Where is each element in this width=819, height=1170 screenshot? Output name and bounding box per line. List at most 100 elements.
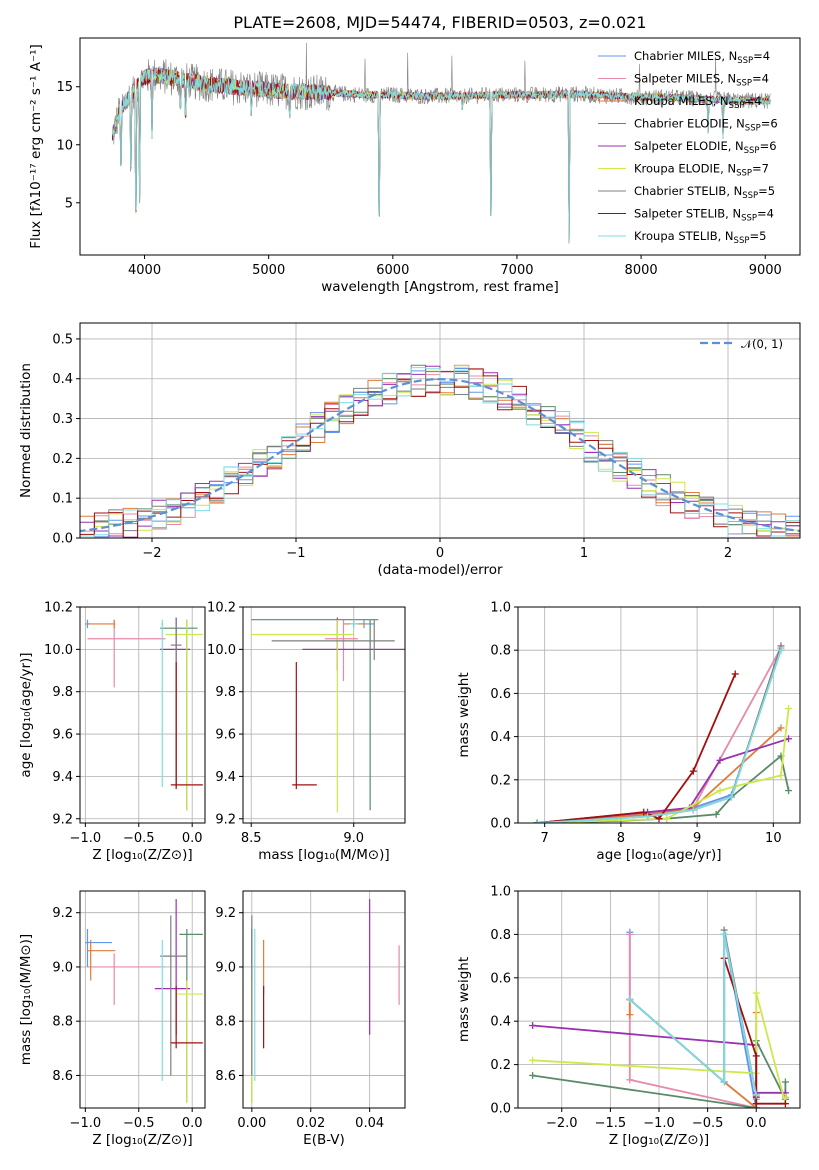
y-axis-label: age [log₁₀(age/yr)] [18,652,34,777]
x-tick-label: 8000 [625,263,658,278]
panel-age-vs-Z: −1.0 −0.5 0.0 9.2 9.4 9.6 9.8 10.0 10.2 Z [log₁₀(… [18,601,206,863]
legend-label: Kroupa ELODIE, NSSP=7 [634,162,769,179]
x-axis-label: E(B-V) [303,1132,345,1148]
errorbar-point [271,619,395,660]
errorbar-point [325,619,358,682]
weight-line [537,673,737,823]
errorbar-point [87,619,166,688]
x-tick-label: 0.02 [296,1116,325,1131]
errorbar-point [251,619,379,811]
x-tick-label: 5000 [252,263,285,278]
x-tick-label: 9.0 [343,831,364,846]
legend-label: 𝒩(0, 1) [741,337,783,351]
y-tick-label: 9.8 [215,685,236,700]
axes-frame [79,37,801,256]
y-tick-label: 0.0 [52,532,73,547]
legend-label: Chabrier MILES, NSSP=4 [634,49,770,66]
plot-area-massweight-vs-Z [529,926,789,1108]
errorbar-point [161,619,164,787]
weight-series-8 [533,646,785,823]
errorbar-point [176,980,203,1103]
y-tick-label: 10.2 [207,601,236,616]
y-tick-label: 9.0 [52,960,73,975]
axes-frame [517,606,801,824]
y-tick-label: 10.2 [44,601,73,616]
y-tick-label: 0.0 [490,817,511,832]
legend-label: Salpeter ELODIE, NSSP=6 [634,139,777,156]
legend-item: Chabrier STELIB, NSSP=5 [598,184,775,201]
x-tick-label: 0.0 [746,1116,767,1131]
panel-massweight-vs-age: 7 8 9 10 0.0 0.2 0.4 0.6 0.8 1.0 age [log₁₀(age/yr… [456,601,801,863]
y-tick-label: 0.8 [490,644,511,659]
plot-area-residuals [80,364,800,538]
x-tick-label: −2 [142,546,161,561]
x-tick-label: 10 [765,831,782,846]
panel-spectrum: 4000 5000 6000 7000 8000 9000 5 10 15 wavelength … [28,37,801,295]
panel-massweight-vs-Z: −2.0 −1.5 −1.0 −0.5 0.0 0.0 0.2 0.4 0.6 0.8 1.0 Z [… [456,885,801,1148]
y-tick-label: 8.8 [52,1015,73,1030]
y-tick-label: 0.4 [52,372,73,387]
y-tick-label: 9.6 [52,728,73,743]
x-tick-label: 1 [580,546,588,561]
x-tick-label: 9 [693,831,701,846]
y-tick-label: 0.4 [490,730,511,745]
y-axis-label: mass weight [456,957,472,1042]
legend-label: Kroupa MILES, NSSP=4 [634,94,761,111]
y-tick-label: 0.4 [490,1015,511,1030]
x-tick-label: 7 [541,831,549,846]
x-tick-label: 8.5 [241,831,262,846]
panel-mass-vs-ebv: 0.00 0.02 0.04 8.6 8.8 9.0 9.2 E(B-V) [215,890,406,1148]
x-tick-label: 7000 [500,263,533,278]
y-tick-label: 0.6 [490,971,511,986]
gaussian-curve [80,378,800,533]
legend-label: Salpeter MILES, NSSP=4 [634,72,769,89]
y-axis-label: mass [log₁₀(M/M⊙)] [18,934,34,1065]
axes-frame [79,890,206,1109]
y-tick-label: 9.4 [52,770,73,785]
y-tick-label: 0.8 [490,928,511,943]
weight-series-7 [533,670,739,823]
plot-area-spectrum [111,42,771,244]
errorbar-point [170,662,203,790]
y-tick-label: 9.2 [215,906,236,921]
x-tick-label: −1.0 [70,1116,102,1131]
x-axis-label: Z [log₁₀(Z/Z⊙)] [92,847,192,863]
x-axis-label: Z [log₁₀(Z/Z⊙)] [92,1132,192,1148]
x-tick-label: −1.0 [70,831,102,846]
weight-line [537,727,782,823]
x-axis-label: age [log₁₀(age/yr)] [596,847,721,863]
x-axis-label: Z [log₁₀(Z/Z⊙)] [609,1132,709,1148]
x-axis-label: mass [log₁₀(M/M⊙)] [258,847,389,863]
plot-area-massweight-vs-age [533,642,793,823]
errorbar-point [160,915,187,1076]
y-tick-label: 8.6 [215,1069,236,1084]
y-tick-label: 9.2 [52,906,73,921]
x-axis-label: (data-model)/error [377,562,503,578]
axes-frame [79,606,206,824]
weight-line [537,708,790,823]
axes-frame [242,890,406,1109]
weight-line [629,934,758,1096]
legend-item: Kroupa ELODIE, NSSP=7 [598,162,769,179]
y-tick-label: 9.4 [215,770,236,785]
x-tick-label: −1 [286,546,305,561]
legend-label: Kroupa STELIB, NSSP=5 [634,229,766,246]
y-tick-label: 8.6 [52,1069,73,1084]
y-tick-label: 8.8 [215,1015,236,1030]
x-tick-label: 2 [724,546,732,561]
legend-item: 𝒩(0, 1) [700,337,783,351]
errorbar-point [179,928,203,1103]
plot-area-mass-vs-Z [85,899,203,1103]
errorbar-point [165,619,203,811]
x-tick-label: 0.04 [355,1116,384,1131]
legend-item: Chabrier ELODIE, NSSP=6 [598,117,778,134]
weight-series-6 [533,642,785,823]
plot-area-mass-vs-ebv [251,899,400,1103]
y-tick-label: 9.8 [52,685,73,700]
errorbar-point [87,953,166,1005]
x-tick-label: −1.0 [643,1116,675,1131]
x-tick-label: 8 [617,831,625,846]
y-tick-label: 0.3 [52,412,73,427]
errorbar-point [170,985,203,1049]
